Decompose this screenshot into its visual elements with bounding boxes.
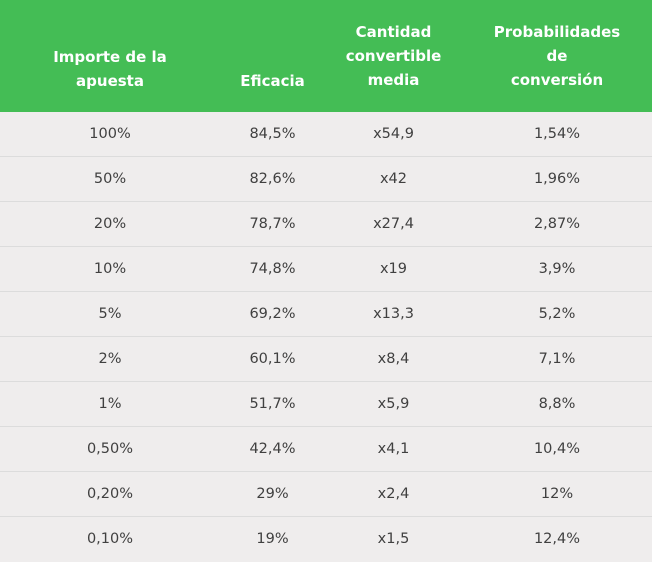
- header-bet-amount: Importe de la apuesta: [53, 48, 167, 90]
- cell-avg-convertible: x2,4: [377, 486, 410, 502]
- cell-conversion-odds: 8,8%: [538, 396, 576, 412]
- cell-avg-convertible: x27,4: [373, 216, 414, 232]
- table-body: 100% 84,5% x54,9 1,54% 50% 82,6% x42 1,96% 20% 78…: [0, 112, 652, 560]
- cell-conversion-odds: 3,9%: [538, 261, 576, 277]
- cell-bet-amount: 20%: [93, 216, 127, 232]
- cell-efficacy: 74,8%: [249, 261, 296, 277]
- cell-efficacy: 19%: [256, 530, 289, 547]
- table-row: 20% 78,7% x27,4 2,87%: [0, 202, 652, 247]
- cell-conversion-odds: 1,54%: [533, 126, 581, 142]
- table-row: 2% 60,1% x8,4 7,1%: [0, 337, 652, 382]
- cell-avg-convertible: x5,9: [377, 396, 410, 412]
- table-row: 0,10% 19% x1,5 12,4%: [0, 517, 652, 560]
- cell-efficacy: 51,7%: [249, 396, 296, 412]
- cell-efficacy: 60,1%: [249, 351, 296, 367]
- cell-avg-convertible: x42: [379, 171, 408, 187]
- cell-avg-convertible: x19: [379, 261, 408, 277]
- cell-efficacy: 78,7%: [249, 216, 296, 232]
- table-row: 0,20% 29% x2,4 12%: [0, 472, 652, 517]
- header-avg-convertible: Cantidad convertible media: [345, 23, 442, 89]
- cell-conversion-odds: 12%: [540, 486, 574, 502]
- cell-bet-amount: 5%: [98, 306, 122, 322]
- cell-bet-amount: 0,20%: [86, 486, 134, 502]
- cell-conversion-odds: 7,1%: [538, 351, 576, 367]
- cell-conversion-odds: 12,4%: [533, 530, 581, 547]
- cell-avg-convertible: x4,1: [377, 441, 410, 457]
- cell-conversion-odds: 1,96%: [533, 171, 581, 187]
- cell-efficacy: 42,4%: [249, 441, 296, 457]
- cell-efficacy: 29%: [256, 486, 289, 502]
- cell-bet-amount: 50%: [93, 171, 127, 187]
- cell-efficacy: 69,2%: [249, 306, 296, 322]
- cell-bet-amount: 10%: [93, 261, 127, 277]
- cell-bet-amount: 2%: [98, 351, 122, 367]
- header-efficacy: Eficacia: [240, 72, 305, 90]
- table-header: Importe de la apuesta Eficacia Cantidad …: [0, 0, 652, 112]
- cell-conversion-odds: 2,87%: [533, 216, 581, 232]
- cell-conversion-odds: 10,4%: [533, 441, 581, 457]
- cell-efficacy: 82,6%: [249, 171, 296, 187]
- table-row: 50% 82,6% x42 1,96%: [0, 157, 652, 202]
- table-row: 10% 74,8% x19 3,9%: [0, 247, 652, 292]
- table-row: 0,50% 42,4% x4,1 10,4%: [0, 427, 652, 472]
- cell-avg-convertible: x13,3: [373, 306, 414, 322]
- table-row: 100% 84,5% x54,9 1,54%: [0, 112, 652, 157]
- table-row: 1% 51,7% x5,9 8,8%: [0, 382, 652, 427]
- cell-bet-amount: 1%: [98, 396, 122, 412]
- cell-bet-amount: 0,50%: [86, 441, 134, 457]
- header-conversion-odds: Probabilidades de conversión: [493, 23, 621, 89]
- cell-avg-convertible: x54,9: [373, 126, 414, 142]
- cell-efficacy: 84,5%: [249, 126, 296, 142]
- cell-avg-convertible: x1,5: [377, 530, 410, 547]
- table-row: 5% 69,2% x13,3 5,2%: [0, 292, 652, 337]
- cell-conversion-odds: 5,2%: [538, 306, 576, 322]
- cell-bet-amount: 100%: [89, 126, 131, 142]
- cell-avg-convertible: x8,4: [377, 351, 410, 367]
- cell-bet-amount: 0,10%: [86, 530, 134, 547]
